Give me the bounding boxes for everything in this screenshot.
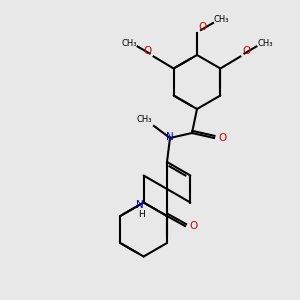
Text: H: H — [138, 210, 145, 219]
Text: N: N — [166, 132, 174, 142]
Text: CH₃: CH₃ — [214, 16, 230, 25]
Text: O: O — [242, 46, 250, 56]
Text: O: O — [189, 221, 197, 231]
Text: O: O — [218, 133, 226, 143]
Text: CH₃: CH₃ — [136, 115, 152, 124]
Text: CH₃: CH₃ — [257, 39, 273, 48]
Text: N: N — [136, 200, 143, 209]
Text: O: O — [143, 46, 152, 56]
Text: O: O — [198, 22, 206, 32]
Text: CH₃: CH₃ — [121, 39, 136, 48]
